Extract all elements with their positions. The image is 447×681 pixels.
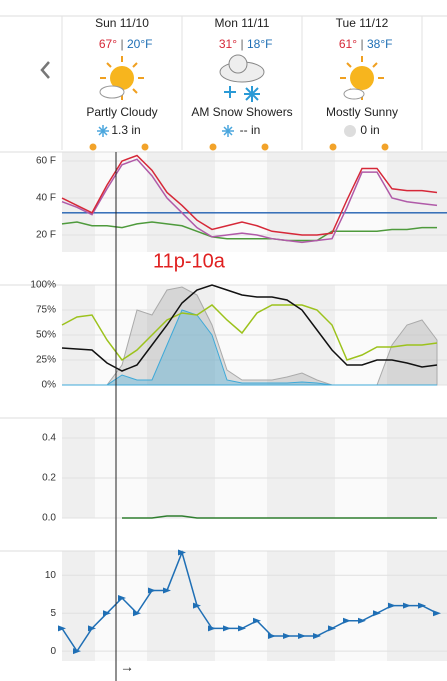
night-band	[267, 418, 335, 518]
series-line	[61, 304, 438, 362]
wind-marker	[268, 632, 276, 639]
wind-marker	[403, 602, 411, 609]
sun-markers	[89, 143, 389, 151]
y-tick-label: 0.0	[42, 513, 56, 524]
wind-marker	[208, 625, 216, 632]
y-tick-label: 20 F	[36, 230, 56, 241]
y-tick-label: 5	[50, 608, 56, 619]
day-label: Tue 11/12	[336, 16, 389, 30]
cursor-arrow: →	[120, 659, 134, 675]
wind-marker	[133, 610, 141, 617]
wind-marker	[343, 617, 351, 624]
wind-marker	[283, 632, 291, 639]
wind-marker	[418, 602, 426, 609]
wind-marker	[433, 610, 441, 617]
night-band	[62, 551, 95, 661]
summary: AM Snow Showers	[191, 105, 292, 119]
wind-marker	[358, 617, 366, 624]
night-band	[62, 152, 95, 252]
y-tick-label: 10	[45, 570, 57, 581]
wind-marker	[253, 617, 261, 624]
low-temp: 20°F	[127, 37, 152, 51]
weather-icon	[219, 54, 265, 102]
series-line	[61, 154, 438, 236]
wind-marker	[73, 648, 81, 655]
column-dividers	[61, 16, 423, 150]
night-band	[387, 418, 447, 518]
series-area	[62, 309, 437, 386]
series-line	[61, 221, 437, 242]
high-temp: 61°	[339, 37, 357, 51]
wind-marker	[163, 587, 171, 594]
precip-total: 1.3 in	[111, 123, 140, 137]
wind-marker	[178, 549, 186, 556]
wind-marker	[103, 610, 111, 617]
temp-separator: |	[360, 37, 363, 51]
prev-button[interactable]	[40, 61, 50, 79]
wind-marker	[388, 602, 396, 609]
wind-marker	[238, 625, 246, 632]
wind-marker	[58, 625, 66, 632]
night-band	[147, 152, 215, 252]
panel-bg	[62, 551, 447, 661]
night-band	[62, 418, 95, 518]
wind-marker	[193, 602, 201, 609]
low-temp: 18°F	[247, 37, 272, 51]
high-temp: 67°	[99, 37, 117, 51]
wind-marker	[298, 632, 306, 639]
series-area	[62, 286, 438, 386]
y-tick-label: 50%	[36, 330, 56, 341]
series-line	[122, 515, 437, 519]
wind-marker	[223, 625, 231, 632]
night-band	[267, 152, 335, 252]
y-tick-label: 75%	[36, 305, 56, 316]
y-tick-label: 0	[50, 646, 56, 657]
wind-marker	[373, 610, 381, 617]
annotation: 11p-10a	[153, 250, 226, 272]
y-tick-label: 0.4	[42, 433, 56, 444]
wind-marker	[313, 632, 321, 639]
wind-marker	[118, 595, 126, 602]
y-tick-label: 0%	[42, 380, 57, 391]
panel-bg	[62, 418, 447, 518]
temp-separator: |	[240, 37, 243, 51]
temp-separator: |	[120, 37, 123, 51]
y-tick-label: 40 F	[36, 193, 56, 204]
snow-icon	[97, 125, 234, 137]
day-label: Sun 11/10	[95, 16, 149, 30]
summary: Partly Cloudy	[86, 105, 157, 119]
y-tick-label: 25%	[36, 355, 56, 366]
y-tick-label: 100%	[30, 280, 56, 291]
day-label: Mon 11/11	[215, 16, 270, 30]
precip-total: 0 in	[360, 123, 379, 137]
wind-marker	[148, 587, 156, 594]
weather-icon	[99, 56, 144, 100]
dry-icon	[344, 125, 356, 137]
series-line	[61, 284, 438, 372]
precip-total: -- in	[240, 123, 261, 137]
wind-marker	[88, 625, 96, 632]
y-tick-label: 60 F	[36, 156, 56, 167]
y-tick-label: 0.2	[42, 473, 56, 484]
summary: Mostly Sunny	[326, 105, 398, 119]
weather-icon	[340, 56, 384, 100]
night-band	[267, 551, 335, 661]
night-band	[387, 152, 447, 252]
wind-marker	[328, 625, 336, 632]
night-band	[147, 551, 215, 661]
night-band	[147, 418, 215, 518]
low-temp: 38°F	[367, 37, 392, 51]
charts: 20 F 40 F 60 F 11p-10a 0% 25% 50% 75% 100% 0.0 0.2…	[0, 151, 447, 661]
high-temp: 31°	[219, 37, 237, 51]
series-line	[61, 158, 438, 244]
